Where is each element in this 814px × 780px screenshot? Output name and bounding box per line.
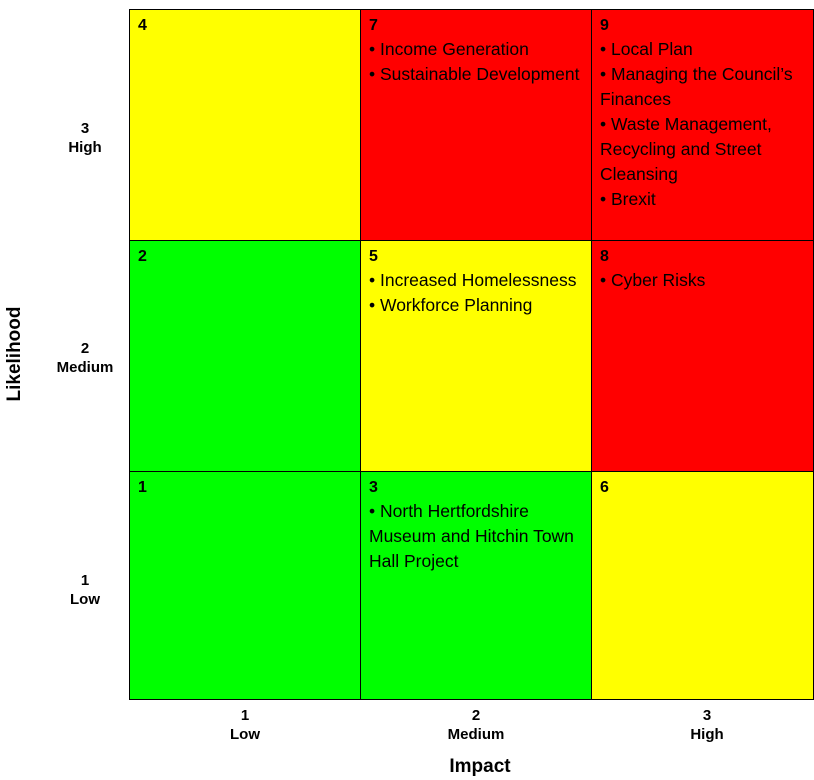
risk-item: Managing the Council’s Finances xyxy=(600,62,805,112)
risk-item: Brexit xyxy=(600,187,805,212)
cell-risk-list: Increased HomelessnessWorkforce Planning xyxy=(369,268,583,318)
risk-item: North Hertfordshire Museum and Hitchin T… xyxy=(369,499,583,574)
matrix-cell: 1 xyxy=(129,471,361,700)
cell-score: 5 xyxy=(369,248,378,265)
y-axis-title: Likelihood xyxy=(4,306,25,402)
cell-score: 4 xyxy=(138,17,147,34)
cell-score: 2 xyxy=(138,248,147,265)
cell-risk-list: North Hertfordshire Museum and Hitchin T… xyxy=(369,499,583,574)
row-name: Low xyxy=(70,591,100,608)
column-label-high: 3 High xyxy=(591,706,814,744)
row-number: 2 xyxy=(80,340,90,357)
x-axis-title: Impact xyxy=(449,756,511,777)
row-name: Medium xyxy=(56,359,114,376)
risk-item: Income Generation xyxy=(369,37,583,62)
matrix-cell: 2 xyxy=(129,240,361,472)
risk-item: Cyber Risks xyxy=(600,268,805,293)
column-label-medium: 2 Medium xyxy=(360,706,592,744)
cell-risk-list: Cyber Risks xyxy=(600,268,805,293)
matrix-cell: 4 xyxy=(129,9,361,241)
column-number: 3 xyxy=(702,707,712,724)
matrix-cell: 9 Local PlanManaging the Council’s Finan… xyxy=(591,9,814,241)
matrix-cell: 8 Cyber Risks xyxy=(591,240,814,472)
row-label-high: 3 High xyxy=(40,119,130,157)
risk-item: Local Plan xyxy=(600,37,805,62)
risk-item: Workforce Planning xyxy=(369,293,583,318)
risk-item: Waste Management, Recycling and Street C… xyxy=(600,112,805,187)
row-number: 3 xyxy=(80,120,90,137)
matrix-cell: 6 xyxy=(591,471,814,700)
cell-risk-list: Income GenerationSustainable Development xyxy=(369,37,583,87)
column-label-low: 1 Low xyxy=(129,706,361,744)
row-label-medium: 2 Medium xyxy=(40,339,130,377)
row-label-low: 1 Low xyxy=(40,571,130,609)
cell-score: 7 xyxy=(369,17,378,34)
risk-item: Increased Homelessness xyxy=(369,268,583,293)
cell-score: 6 xyxy=(600,479,609,496)
column-name: Medium xyxy=(447,726,505,743)
matrix-cell: 7 Income GenerationSustainable Developme… xyxy=(360,9,592,241)
cell-score: 1 xyxy=(138,479,147,496)
matrix-cell: 5 Increased HomelessnessWorkforce Planni… xyxy=(360,240,592,472)
matrix-cell: 3 North Hertfordshire Museum and Hitchin… xyxy=(360,471,592,700)
risk-matrix: 4 7 Income GenerationSustainable Develop… xyxy=(129,9,814,700)
cell-risk-list: Local PlanManaging the Council’s Finance… xyxy=(600,37,805,212)
column-name: High xyxy=(690,726,724,743)
column-number: 2 xyxy=(471,707,481,724)
row-name: High xyxy=(68,139,102,156)
risk-item: Sustainable Development xyxy=(369,62,583,87)
row-number: 1 xyxy=(80,572,90,589)
cell-score: 3 xyxy=(369,479,378,496)
cell-score: 8 xyxy=(600,248,609,265)
column-number: 1 xyxy=(240,707,250,724)
column-name: Low xyxy=(230,726,260,743)
cell-score: 9 xyxy=(600,17,609,34)
